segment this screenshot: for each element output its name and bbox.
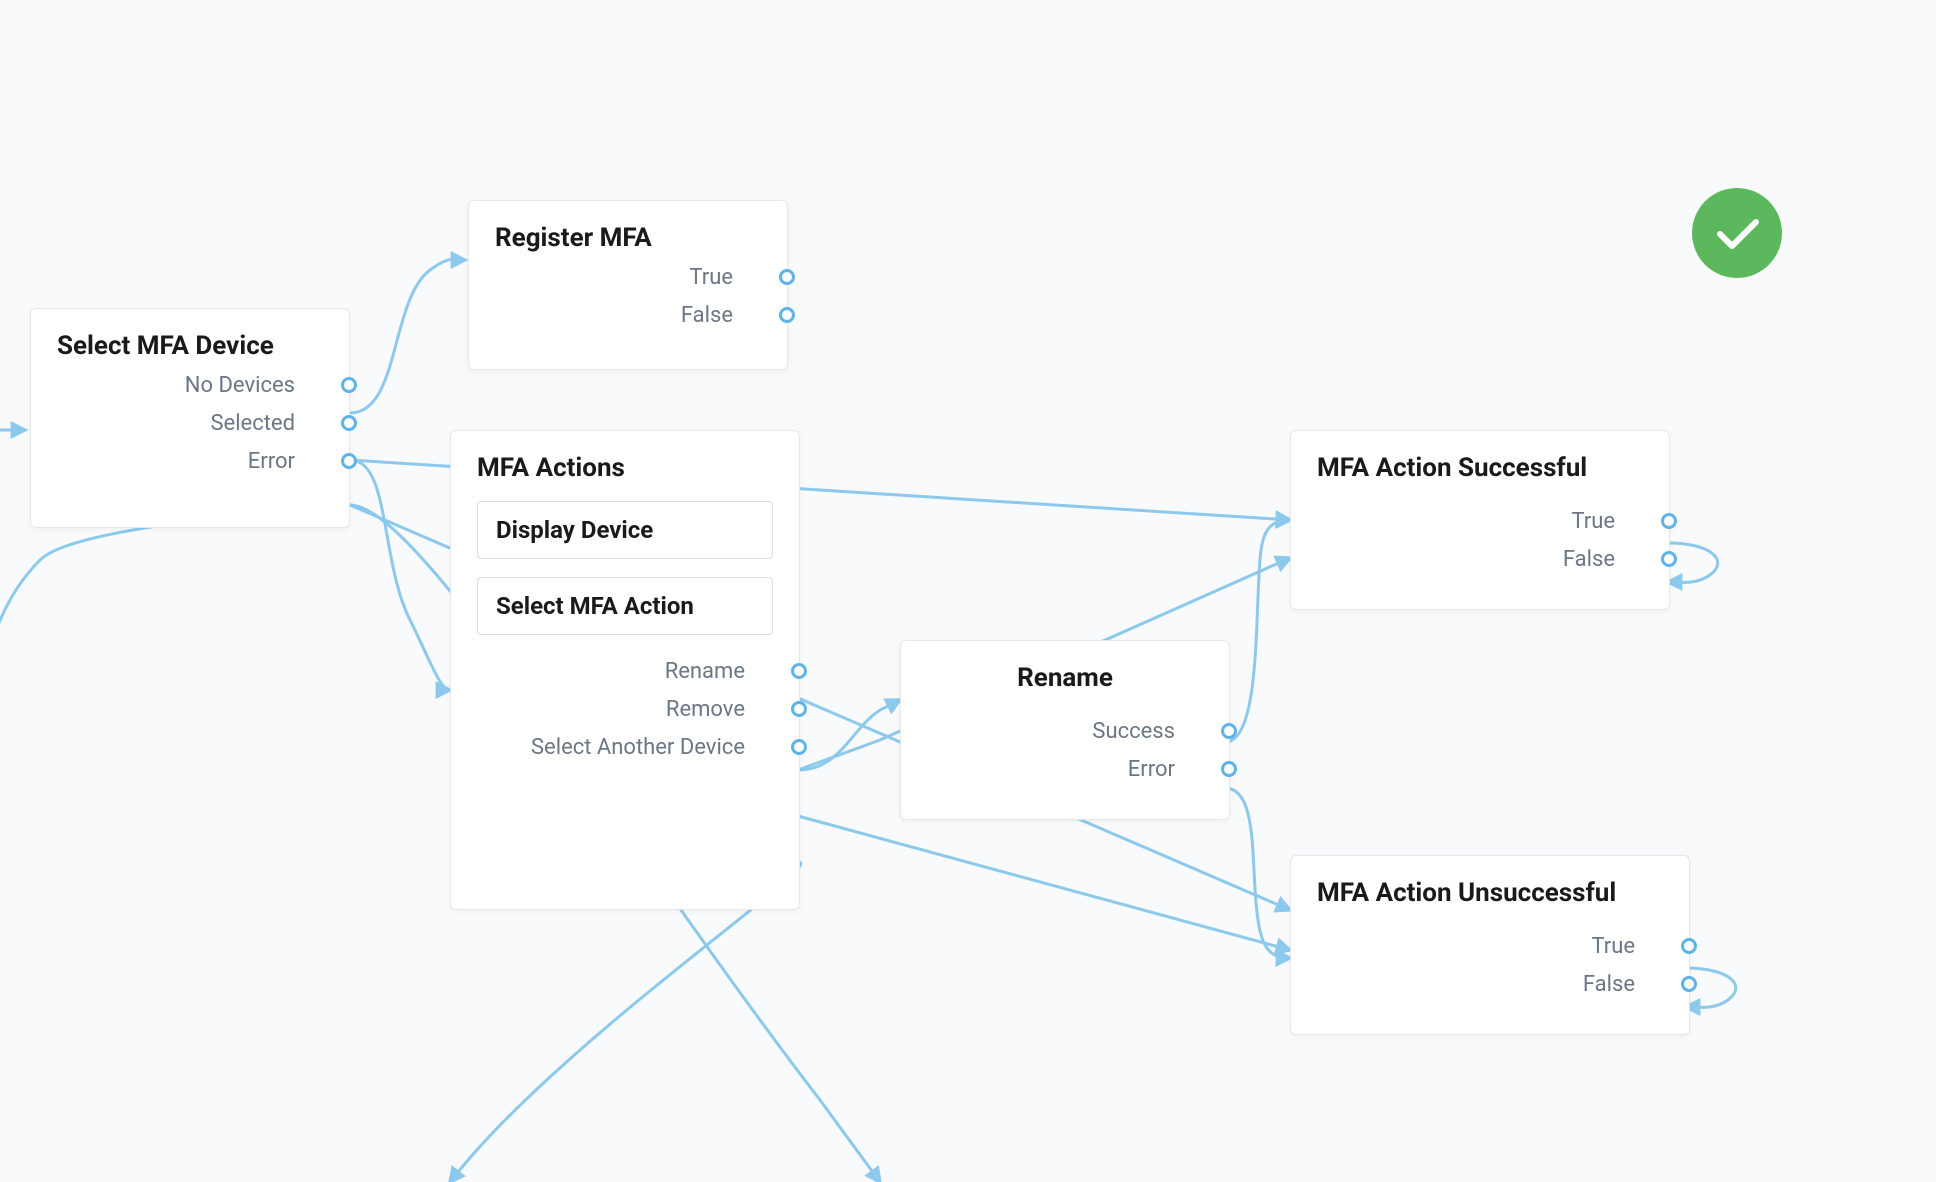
port-true[interactable]: True (1317, 507, 1643, 535)
port-dot-icon (1681, 976, 1697, 992)
node-register-mfa[interactable]: Register MFA True False (468, 200, 788, 370)
port-error[interactable]: Error (927, 755, 1203, 783)
port-dot-icon (1221, 723, 1237, 739)
success-badge (1692, 188, 1782, 278)
port-label: Remove (666, 697, 745, 722)
edge (350, 460, 450, 690)
port-true[interactable]: True (1317, 932, 1663, 960)
port-label: False (681, 303, 733, 328)
port-false[interactable]: False (1317, 545, 1643, 573)
node-title: MFA Action Successful (1317, 453, 1643, 483)
port-error[interactable]: Error (57, 447, 323, 475)
port-label: Select Another Device (531, 735, 745, 760)
port-dot-icon (341, 377, 357, 393)
port-dot-icon (1221, 761, 1237, 777)
port-dot-icon (779, 269, 795, 285)
edge (798, 816, 1290, 950)
port-no-devices[interactable]: No Devices (57, 371, 323, 399)
edge (450, 862, 801, 1182)
port-dot-icon (779, 307, 795, 323)
node-mfa-action-successful[interactable]: MFA Action Successful True False (1290, 430, 1670, 610)
node-title: Select MFA Device (57, 331, 323, 361)
port-false[interactable]: False (495, 301, 761, 329)
port-label: True (689, 265, 733, 290)
node-select-mfa-device[interactable]: Select MFA Device No Devices Selected Er… (30, 308, 350, 528)
node-title: MFA Actions (477, 453, 773, 483)
port-dot-icon (791, 739, 807, 755)
port-selected[interactable]: Selected (57, 409, 323, 437)
node-title: Rename (927, 663, 1203, 693)
port-select-another[interactable]: Select Another Device (477, 733, 773, 761)
edge (1225, 520, 1290, 742)
check-icon (1692, 188, 1782, 278)
port-label: True (1591, 934, 1635, 959)
port-label: Rename (665, 659, 745, 684)
port-dot-icon (1681, 938, 1697, 954)
node-rename[interactable]: Rename Success Error (900, 640, 1230, 820)
port-false[interactable]: False (1317, 970, 1663, 998)
node-title: Register MFA (495, 223, 761, 253)
edge (798, 700, 900, 770)
edge (0, 505, 352, 780)
port-remove[interactable]: Remove (477, 695, 773, 723)
port-label: Success (1092, 719, 1175, 744)
port-label: Selected (210, 411, 295, 436)
port-dot-icon (791, 663, 807, 679)
port-dot-icon (341, 453, 357, 469)
port-dot-icon (1661, 551, 1677, 567)
port-label: False (1563, 547, 1615, 572)
node-mfa-action-unsuccessful[interactable]: MFA Action Unsuccessful True False (1290, 855, 1690, 1035)
edge (1225, 788, 1290, 958)
port-label: Error (248, 449, 295, 474)
port-success[interactable]: Success (927, 717, 1203, 745)
port-rename[interactable]: Rename (477, 657, 773, 685)
edge (350, 259, 465, 413)
flowchart-canvas: Select MFA Device No Devices Selected Er… (0, 0, 1936, 1182)
port-label: No Devices (185, 373, 295, 398)
subnode-display-device[interactable]: Display Device (477, 501, 773, 559)
port-label: Error (1128, 757, 1175, 782)
port-dot-icon (1661, 513, 1677, 529)
port-dot-icon (341, 415, 357, 431)
port-true[interactable]: True (495, 263, 761, 291)
subnode-select-mfa-action[interactable]: Select MFA Action (477, 577, 773, 635)
port-label: True (1571, 509, 1615, 534)
port-dot-icon (791, 701, 807, 717)
node-title: MFA Action Unsuccessful (1317, 878, 1663, 908)
node-mfa-actions[interactable]: MFA Actions Display Device Select MFA Ac… (450, 430, 800, 910)
port-label: False (1583, 972, 1635, 997)
